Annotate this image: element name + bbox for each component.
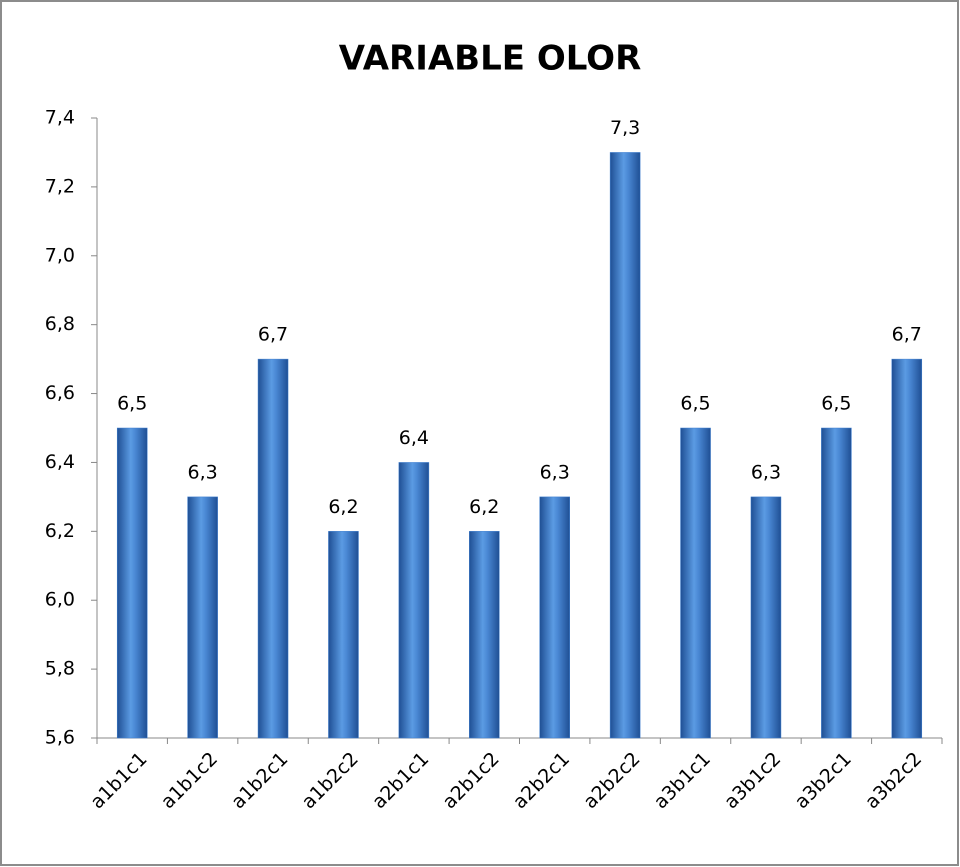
bar [680, 427, 711, 739]
value-label: 6,7 [892, 324, 922, 346]
bar [821, 427, 852, 739]
value-label: 6,3 [188, 461, 218, 483]
value-label: 6,2 [469, 496, 499, 518]
bar [398, 462, 430, 739]
value-label: 7,3 [610, 117, 640, 139]
value-label: 6,5 [117, 393, 147, 415]
value-label: 6,2 [328, 496, 358, 518]
bar [750, 496, 782, 739]
bar [257, 358, 289, 739]
value-label: 6,3 [751, 461, 781, 483]
y-tick-label: 7,2 [45, 175, 75, 197]
chart-title: VARIABLE OLOR [339, 39, 642, 79]
bar [539, 496, 570, 739]
value-label: 6,7 [258, 324, 288, 346]
bar [116, 427, 148, 739]
value-label: 6,5 [680, 393, 710, 415]
y-tick-label: 6,6 [45, 382, 75, 404]
y-tick-label: 6,4 [45, 451, 75, 473]
bar [609, 152, 641, 739]
y-tick-label: 5,6 [45, 727, 75, 749]
bar [328, 531, 359, 739]
value-label: 6,3 [540, 461, 570, 483]
bar [469, 531, 500, 739]
bar [891, 358, 923, 739]
y-tick-label: 7,4 [45, 107, 75, 129]
value-label: 6,4 [399, 427, 429, 449]
y-tick-label: 6,0 [45, 589, 75, 611]
y-tick-label: 6,2 [45, 520, 75, 542]
value-label: 6,5 [821, 393, 851, 415]
bar [187, 496, 218, 739]
y-tick-label: 5,8 [45, 658, 75, 680]
y-tick-label: 7,0 [45, 244, 75, 266]
y-tick-label: 6,8 [45, 313, 75, 335]
